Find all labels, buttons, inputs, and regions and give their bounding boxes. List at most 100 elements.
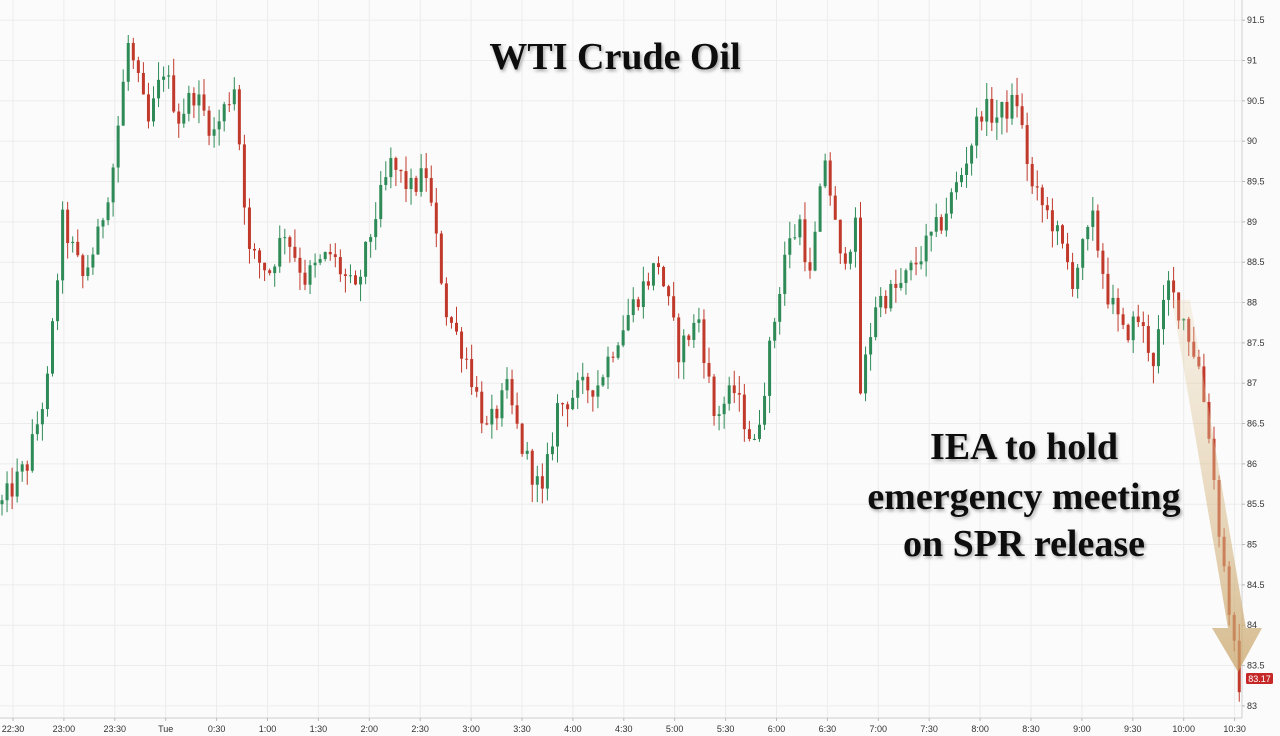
x-tick-label: 6:00 xyxy=(768,724,786,734)
candle xyxy=(621,315,625,348)
x-tick-label: 7:30 xyxy=(920,724,938,734)
candle xyxy=(904,268,908,295)
candle xyxy=(5,471,9,513)
candle xyxy=(86,255,90,281)
y-tick-label: 87 xyxy=(1247,378,1257,388)
candle xyxy=(313,253,317,278)
candle xyxy=(914,247,918,276)
x-tick-label: 3:30 xyxy=(513,724,531,734)
candle xyxy=(874,296,878,341)
candle xyxy=(1111,284,1115,315)
candle xyxy=(586,372,590,404)
y-tick-label: 90.5 xyxy=(1247,96,1265,106)
candle xyxy=(768,336,772,413)
last-price-label: 83.17 xyxy=(1248,674,1271,684)
candle xyxy=(434,188,438,248)
candle xyxy=(293,229,297,262)
candle xyxy=(258,248,262,279)
candle xyxy=(131,37,135,69)
candle xyxy=(651,262,655,291)
candle xyxy=(227,92,231,113)
x-tick-label: 23:00 xyxy=(53,724,76,734)
candle xyxy=(677,313,681,379)
y-tick-label: 87.5 xyxy=(1247,338,1265,348)
candle xyxy=(71,236,75,253)
candle xyxy=(359,269,363,302)
candle xyxy=(864,346,868,402)
x-tick-label: 6:30 xyxy=(819,724,837,734)
candle xyxy=(253,243,256,259)
x-tick-label: 5:30 xyxy=(717,724,735,734)
candle xyxy=(515,392,519,429)
candle xyxy=(894,269,898,303)
candle xyxy=(495,405,499,431)
candle xyxy=(182,98,186,128)
candle xyxy=(1025,112,1029,181)
candle xyxy=(237,84,241,151)
candle xyxy=(540,463,544,504)
candle xyxy=(202,79,206,117)
candle xyxy=(106,197,110,226)
x-tick-label: 4:30 xyxy=(615,724,633,734)
candle xyxy=(1101,243,1105,289)
candle xyxy=(343,268,347,293)
candle xyxy=(460,327,464,373)
candle xyxy=(525,441,529,460)
x-tick-label: 10:30 xyxy=(1223,724,1246,734)
candle xyxy=(556,394,559,463)
candle xyxy=(838,219,842,265)
candle xyxy=(793,224,797,241)
annotation-line-1: IEA to hold xyxy=(930,426,1118,468)
candle xyxy=(197,80,201,124)
candle xyxy=(909,260,913,281)
candle xyxy=(1116,288,1120,332)
candle xyxy=(303,259,307,291)
candle xyxy=(222,101,226,132)
candle xyxy=(318,254,322,266)
candle xyxy=(636,296,640,311)
candle xyxy=(308,260,312,294)
candle xyxy=(1055,220,1059,246)
candle xyxy=(1131,311,1135,353)
candle xyxy=(1050,198,1054,248)
x-tick-label: 23:30 xyxy=(104,724,127,734)
candle xyxy=(550,432,554,461)
candle xyxy=(207,106,211,146)
x-tick-label: 1:30 xyxy=(310,724,328,734)
candle xyxy=(328,243,332,261)
candle xyxy=(121,69,125,126)
candle xyxy=(944,197,948,237)
y-tick-label: 85.5 xyxy=(1247,499,1265,509)
candle xyxy=(490,394,494,439)
candle xyxy=(1066,232,1070,270)
candle xyxy=(667,284,671,306)
candle xyxy=(949,188,953,219)
candle xyxy=(970,143,974,176)
candle xyxy=(884,290,888,314)
candle xyxy=(101,217,105,239)
candle xyxy=(298,247,302,290)
y-tick-label: 90 xyxy=(1247,136,1257,146)
y-tick-label: 89 xyxy=(1247,217,1257,227)
candle xyxy=(788,221,792,269)
candle xyxy=(394,156,398,187)
candle xyxy=(1005,90,1009,133)
x-tick-label: 2:00 xyxy=(361,724,379,734)
candle xyxy=(1141,311,1145,343)
x-tick-label: 9:00 xyxy=(1073,724,1091,734)
annotation-line-2: emergency meeting xyxy=(867,476,1180,518)
candle xyxy=(687,333,691,347)
candle xyxy=(1091,196,1095,241)
candle xyxy=(758,409,761,442)
candle xyxy=(1040,184,1044,223)
y-tick-label: 83 xyxy=(1247,701,1257,711)
candle xyxy=(348,264,352,284)
candle xyxy=(35,411,39,441)
candle xyxy=(51,318,54,377)
y-tick-label: 91 xyxy=(1247,56,1257,66)
candle xyxy=(818,183,822,232)
candle xyxy=(954,171,958,200)
candle xyxy=(1146,314,1150,362)
